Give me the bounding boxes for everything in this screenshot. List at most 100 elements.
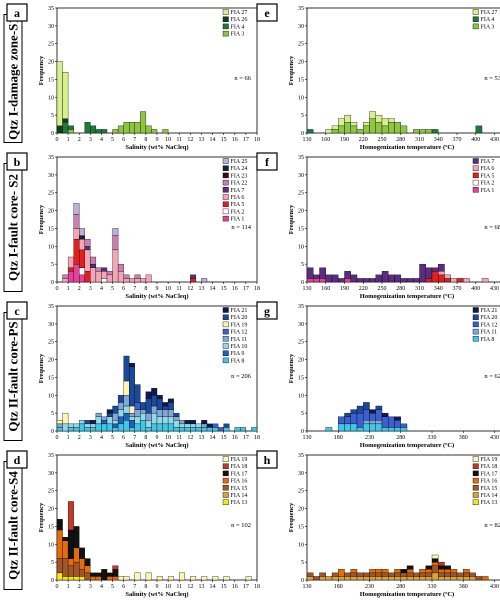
- bar-segment: [319, 576, 326, 581]
- bar-segment: [375, 420, 383, 425]
- y-tick-label: 10: [48, 95, 54, 101]
- y-tick-label: 15: [298, 77, 304, 83]
- row-label-0: Qtz I-damage zone-S1: [3, 14, 23, 143]
- bar-segment: [234, 427, 241, 432]
- legend-swatch: [222, 350, 229, 356]
- x-tick-label: 15: [221, 435, 227, 441]
- bar-segment: [406, 278, 414, 283]
- bar-segment: [319, 278, 326, 283]
- legend-label: FIA 5: [231, 202, 245, 208]
- legend-label: FIA 18: [481, 464, 498, 470]
- bar-segment: [363, 420, 370, 425]
- x-axis-label: Salinity (wt% NaCleq): [125, 591, 188, 598]
- bar-segment: [167, 398, 174, 403]
- bar-segment: [190, 576, 197, 581]
- bar-segment: [456, 572, 464, 577]
- x-tick-label: 18: [254, 286, 260, 292]
- bar-segment: [481, 576, 489, 581]
- legend-label: FIA 19: [231, 322, 248, 328]
- bar-segment: [431, 129, 439, 134]
- bar-segment: [369, 111, 376, 119]
- bar-segment: [134, 384, 141, 403]
- row-label-3: Qtz II-fault core-S4: [3, 461, 23, 590]
- bar-segment: [356, 405, 364, 414]
- legend-swatch: [222, 485, 229, 491]
- bar-segment: [73, 423, 80, 428]
- bar-segment: [123, 278, 130, 283]
- panel-tag-box: [256, 450, 278, 469]
- y-tick-label: 10: [48, 244, 54, 250]
- x-tick-label: 5: [111, 286, 114, 292]
- legend-swatch: [472, 16, 479, 22]
- bar-segment: [134, 572, 141, 581]
- y-tick-label: 20: [48, 507, 54, 513]
- legend-swatch: [222, 23, 229, 30]
- legend-swatch: [472, 307, 479, 313]
- bar-segment: [400, 572, 408, 577]
- x-tick-label: 380: [459, 584, 468, 590]
- legend-swatch: [222, 336, 229, 342]
- legend-swatch: [222, 9, 229, 15]
- bar-segment: [73, 238, 80, 265]
- bar-segment: [112, 565, 119, 570]
- legend-label: FIA 25: [231, 159, 248, 165]
- x-tick-label: 250: [378, 286, 387, 292]
- bar-segment: [84, 423, 91, 428]
- bar-segment: [400, 576, 408, 581]
- x-tick-label: 18: [254, 137, 260, 143]
- bar-segment: [419, 569, 426, 574]
- x-tick-label: 310: [415, 137, 424, 143]
- bar-segment: [350, 122, 358, 127]
- bar-segment: [195, 427, 202, 432]
- bar-segment: [162, 416, 169, 425]
- bar-segment: [145, 398, 152, 414]
- x-tick-label: 17: [243, 137, 249, 143]
- bar-segment: [394, 416, 401, 421]
- bar-segment: [319, 572, 326, 577]
- legend-swatch: [222, 172, 229, 179]
- x-tick-label: 11: [176, 286, 182, 292]
- bar-segment: [106, 271, 113, 276]
- y-tick-label: 30: [48, 471, 54, 477]
- bar-segment: [179, 572, 185, 581]
- bar-segment: [363, 409, 370, 421]
- y-tick-label: 30: [48, 322, 54, 328]
- bar-segment: [245, 576, 252, 581]
- legend-label: FIA 16: [231, 479, 248, 485]
- x-tick-label: 16: [232, 435, 238, 441]
- x-tick-label: 4: [100, 137, 103, 143]
- bar-segment: [67, 267, 74, 272]
- panel-tag: h: [264, 453, 271, 467]
- legend-swatch: [472, 158, 479, 164]
- bar-segment: [79, 576, 85, 581]
- bar-segment: [117, 576, 124, 581]
- bar-segment: [212, 423, 219, 428]
- x-tick-label: 230: [365, 584, 374, 590]
- bar-segment: [190, 427, 197, 432]
- bar-segment: [117, 416, 124, 425]
- panel-tag-box: [6, 152, 28, 171]
- bar-segment: [331, 274, 339, 283]
- y-axis-label: Frequency: [38, 55, 45, 85]
- x-tick-label: 15: [221, 584, 227, 590]
- legend-label: FIA 12: [231, 330, 248, 336]
- n-count-label: n = 114: [231, 224, 251, 231]
- y-axis-label-group: Frequency: [38, 55, 45, 85]
- bar-segment: [431, 267, 439, 272]
- bar-segment: [363, 122, 370, 127]
- bar-segment: [73, 213, 80, 229]
- bar-segment: [79, 235, 85, 240]
- bar-segment: [306, 278, 314, 283]
- bar-segment: [62, 72, 69, 119]
- bar-segment: [413, 576, 420, 581]
- bar-segment: [306, 267, 314, 279]
- bar-segment: [344, 122, 351, 134]
- bar-segment: [381, 271, 389, 283]
- bar-segment: [179, 427, 185, 432]
- bar-segment: [381, 416, 389, 428]
- legend-label: FIA 13: [231, 500, 248, 506]
- bar-segment: [184, 420, 191, 425]
- bar-segment: [350, 412, 358, 425]
